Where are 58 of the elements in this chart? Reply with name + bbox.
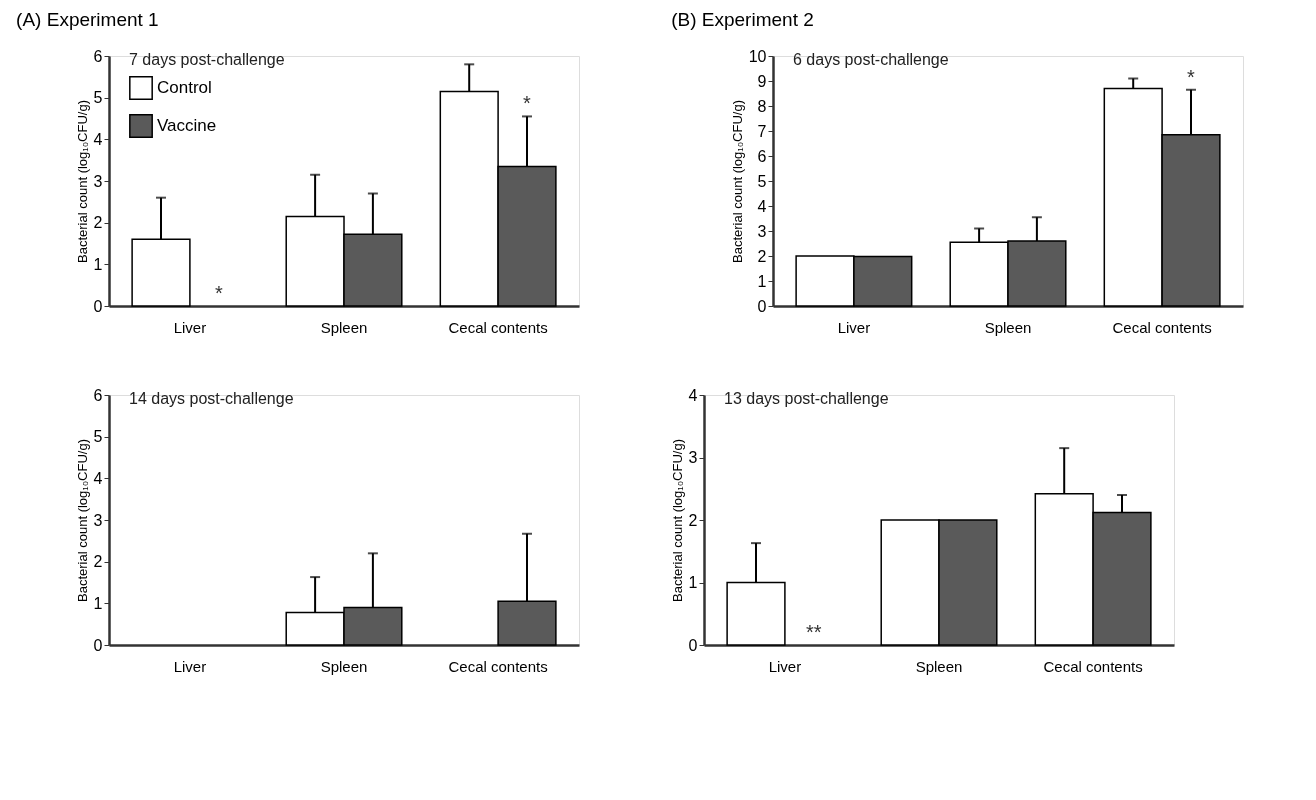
y-tick-label: 4 (93, 130, 103, 148)
annotation: * (523, 91, 532, 114)
y-tick-label: 3 (688, 449, 698, 466)
y-tick-label: 4 (93, 469, 103, 487)
y-tick-label: 0 (757, 297, 767, 315)
y-tick-label: 1 (93, 255, 103, 273)
annotation: * (1187, 65, 1196, 88)
y-tick-label: 5 (93, 428, 103, 446)
x-tick-label: Cecal contents (1112, 318, 1212, 336)
y-tick-label: 6 (93, 47, 103, 65)
x-tick-label: Cecal contents (1043, 657, 1143, 675)
x-tick-label: Liver (837, 318, 871, 336)
y-axis-title: Bacterial count (log₁₀CFU/g) (74, 100, 90, 263)
x-tick-label: Spleen (915, 657, 963, 675)
y-tick-label: 7 (757, 122, 767, 140)
y-tick-label: 4 (757, 197, 767, 215)
y-tick-label: 0 (688, 636, 698, 654)
y-tick-label: 5 (93, 89, 103, 107)
legend-label: Control (157, 78, 212, 97)
y-tick-label: 2 (688, 511, 698, 529)
y-tick-label: 0 (93, 297, 103, 315)
y-tick-label: 6 (757, 147, 767, 165)
y-tick-label: 1 (688, 574, 698, 591)
y-tick-label: 3 (93, 172, 103, 190)
annotation: ** (806, 621, 822, 643)
x-tick-label: Spleen (320, 318, 368, 336)
x-tick-label: Cecal contents (448, 657, 548, 675)
x-tick-label: Cecal contents (448, 318, 548, 336)
y-tick-label: 3 (93, 511, 103, 529)
y-axis-title: Bacterial count (log₁₀CFU/g) (74, 439, 90, 602)
chart-subtitle: 7 days post-challenge (129, 51, 285, 68)
chart-subtitle: 13 days post-challenge (724, 390, 889, 407)
chart-subtitle: 6 days post-challenge (793, 51, 949, 68)
y-tick-label: 2 (757, 247, 767, 265)
annotation: * (214, 282, 223, 304)
x-tick-label: Spleen (984, 318, 1032, 336)
x-tick-label: Liver (173, 657, 207, 675)
y-tick-label: 9 (757, 72, 767, 90)
y-tick-label: 2 (93, 214, 103, 232)
y-tick-label: 1 (93, 594, 103, 612)
chart-title: (B) Experiment 2 (671, 9, 814, 30)
y-tick-label: 5 (757, 172, 767, 190)
chart-subtitle: 14 days post-challenge (129, 390, 294, 407)
y-tick-label: 0 (93, 636, 103, 654)
y-axis-title: Bacterial count (log₁₀CFU/g) (669, 439, 685, 602)
legend-label: Vaccine (157, 116, 217, 135)
x-tick-label: Spleen (320, 657, 368, 675)
x-tick-label: Liver (768, 657, 802, 675)
y-axis-title: Bacterial count (log₁₀CFU/g) (729, 100, 745, 263)
y-tick-label: 2 (93, 553, 103, 571)
y-tick-label: 1 (757, 272, 767, 290)
y-tick-label: 8 (757, 97, 767, 115)
chart-title: (A) Experiment 1 (16, 9, 159, 30)
y-tick-label: 4 (688, 386, 698, 404)
y-tick-label: 6 (93, 386, 103, 404)
y-tick-label: 3 (757, 222, 767, 240)
x-tick-label: Liver (173, 318, 207, 336)
y-tick-label: 10 (748, 47, 767, 65)
